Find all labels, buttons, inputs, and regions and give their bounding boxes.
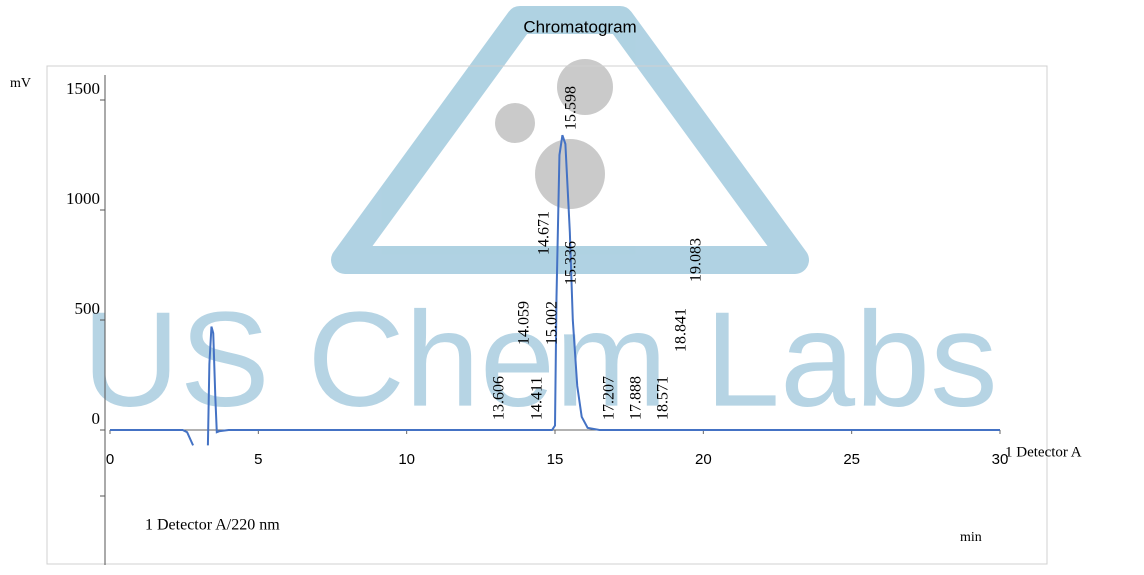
y-tick-label: 1500 [66,79,100,98]
peak-label: 14.411 [529,377,546,420]
watermark-flask [331,6,809,274]
peak-label: 18.571 [655,376,672,420]
y-tick-label: 0 [92,409,101,428]
peak-label: 15.336 [563,241,580,285]
x-tick-label: 15 [547,451,564,468]
detector-label: 1 Detector A/220 nm [145,517,280,534]
x-tick-label: 25 [843,451,860,468]
chart-title: Chromatogram [523,17,636,36]
watermark-bubble [535,139,605,209]
watermark-bubble [557,59,613,115]
plot-frame [46,65,1048,565]
peak-label: 14.059 [516,301,533,345]
y-tick-label: 500 [75,299,101,318]
trace-label: 1 Detector A [1005,444,1082,460]
peak-label: 13.606 [491,376,508,420]
peak-label: 14.671 [536,211,553,255]
x-tick-label: 0 [106,451,114,468]
y-tick-label: 1000 [66,189,100,208]
y-axis-label: mV [10,76,31,91]
x-tick-label: 10 [398,451,415,468]
peak-label: 19.083 [688,238,705,282]
peak-label: 15.002 [544,301,561,345]
trace-line [110,134,1000,446]
peak-label: 17.207 [601,376,618,420]
peak-label: 18.841 [673,308,690,352]
x-tick-label: 30 [992,451,1009,468]
watermark-text: US Chem Labs [82,284,997,435]
peak-label: 17.888 [628,376,645,420]
x-tick-label: 5 [254,451,262,468]
peak-label: 15.598 [563,86,580,130]
x-axis-label: min [960,530,982,545]
watermark-logo [331,6,809,274]
watermark-bubble [495,103,535,143]
x-tick-label: 20 [695,451,712,468]
